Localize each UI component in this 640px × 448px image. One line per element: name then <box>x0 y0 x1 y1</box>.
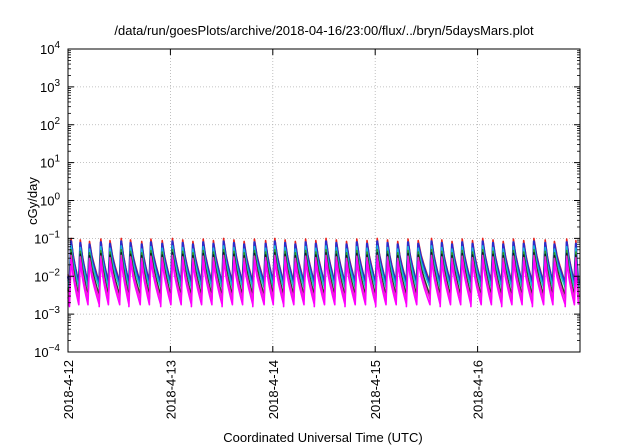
y-tick-label: 104 <box>40 40 60 57</box>
x-tick-label: 2018-4-15 <box>368 360 383 419</box>
y-tick-label: 103 <box>40 78 60 95</box>
y-tick-label: 10−2 <box>34 267 60 284</box>
series-lines <box>66 237 580 308</box>
y-tick-label: 10−4 <box>34 343 60 360</box>
series-line-6 <box>67 258 580 308</box>
y-tick-label: 100 <box>40 192 60 209</box>
y-tick-label: 101 <box>40 154 60 171</box>
y-tick-label: 10−1 <box>34 229 60 246</box>
x-axis-ticks: 2018-4-12 2018-4-13 2018-4-14 2018-4-15 2018… <box>61 49 486 419</box>
series-line-2 <box>67 245 580 291</box>
x-tick-label: 2018-4-13 <box>163 360 178 419</box>
y-axis-ticks: 10−4 10−3 10−2 10−1 100 101 102 103 104 <box>34 40 580 360</box>
y-axis-label: cGy/day <box>25 177 40 225</box>
chart-title: /data/run/goesPlots/archive/2018-04-16/2… <box>114 23 534 38</box>
x-tick-label: 2018-4-12 <box>61 360 76 419</box>
series-line-5 <box>67 254 580 302</box>
x-tick-label: 2018-4-16 <box>471 360 486 419</box>
x-tick-label: 2018-4-14 <box>266 360 281 419</box>
y-tick-label: 102 <box>40 116 60 133</box>
y-tick-label: 10−3 <box>34 305 60 322</box>
grid <box>68 49 580 352</box>
series-line-1 <box>66 240 580 287</box>
x-axis-label: Coordinated Universal Time (UTC) <box>223 430 422 445</box>
